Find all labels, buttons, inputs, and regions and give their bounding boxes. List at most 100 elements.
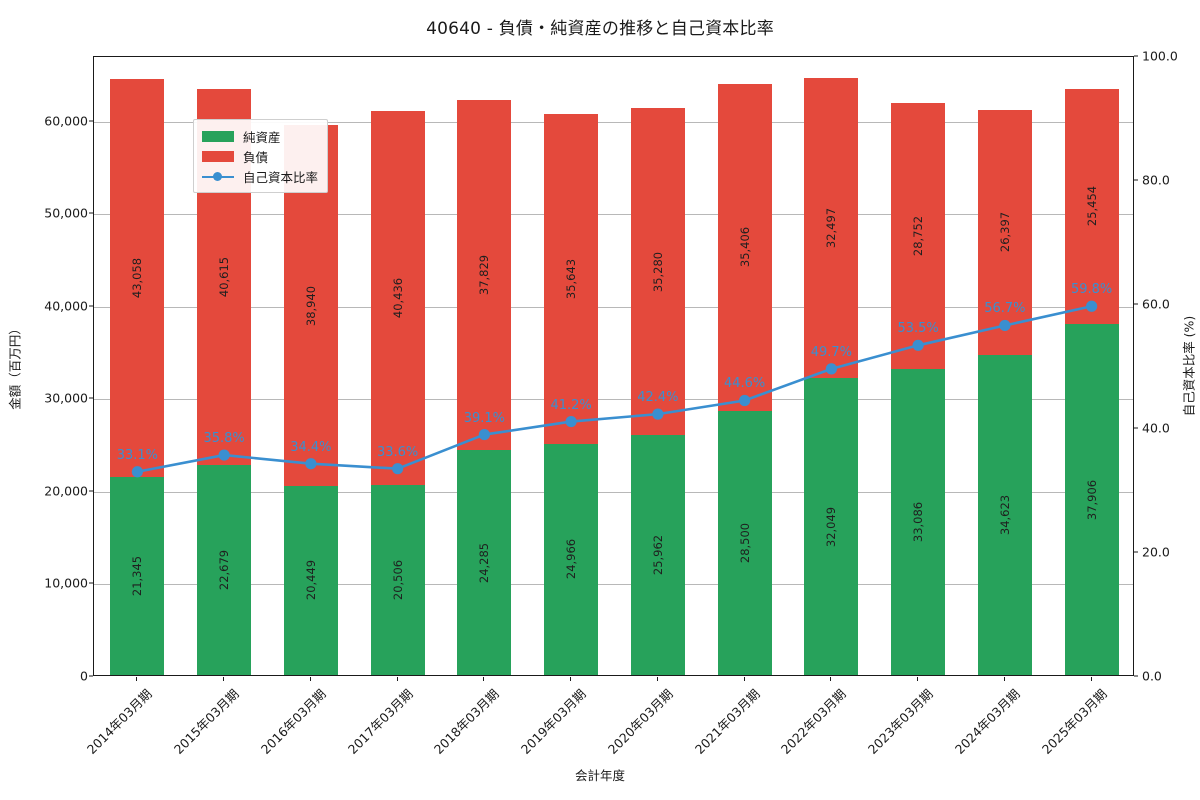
legend-item-liability[interactable]: 負債: [202, 146, 318, 166]
ratio-value-label: 59.8%: [1070, 282, 1113, 298]
legend-label-equity: 純資産: [243, 129, 281, 145]
legend-swatch-equity: [202, 130, 234, 142]
bar-value-label-equity: 24,285: [477, 542, 492, 583]
y-axis-left-tick-label: 10,000: [44, 575, 88, 591]
bar-value-label-liability: 40,436: [390, 278, 405, 319]
x-axis-tick: [136, 677, 138, 681]
bar-value-label-equity: 33,086: [911, 501, 926, 543]
chart-legend[interactable]: 純資産 負債 自己資本比率: [193, 119, 329, 193]
ratio-value-label: 33.1%: [116, 447, 159, 463]
x-axis-tick: [309, 677, 311, 681]
bar-segment-equity[interactable]: 22,679: [197, 465, 251, 675]
bar-value-label-equity: 20,449: [303, 560, 318, 601]
y-axis-left-title: 金額（百万円）: [7, 322, 23, 410]
ratio-value-label: 34.4%: [290, 439, 332, 455]
bar-stack[interactable]: 21,345 43,058: [110, 79, 165, 675]
y-axis-right-tick: [1134, 675, 1138, 677]
x-axis-title: 会計年度: [574, 768, 625, 783]
y-axis-left-tick: [89, 397, 93, 399]
y-axis-right-tick-label: 100.0: [1142, 48, 1178, 64]
bar-segment-liability[interactable]: 26,397: [977, 110, 1032, 355]
ratio-value-label: 53.5%: [897, 321, 939, 337]
y-axis-left-tick-label: 0: [80, 668, 88, 684]
ratio-value-label: 56.7%: [984, 301, 1026, 317]
x-axis-tick: [917, 677, 919, 681]
gridline: [94, 214, 1133, 216]
bar-value-label-equity: 28,500: [737, 523, 752, 564]
bar-stack[interactable]: 24,285 37,829: [457, 100, 512, 675]
x-axis-tick: [743, 677, 745, 681]
legend-item-equity[interactable]: 純資産: [202, 126, 318, 146]
ratio-value-label: 33.6%: [376, 444, 419, 460]
legend-label-liability: 負債: [243, 149, 269, 165]
x-axis-tick: [570, 677, 572, 681]
bar-segment-equity[interactable]: 25,962: [630, 434, 685, 675]
bar-stack[interactable]: 33,086 28,752: [891, 102, 945, 675]
bar-value-label-equity: 32,049: [824, 506, 839, 547]
bar-segment-liability[interactable]: 25,454: [1064, 88, 1119, 325]
gridline: [94, 491, 1133, 493]
bar-segment-equity[interactable]: 20,506: [370, 485, 425, 675]
chart-title: 40640 - 負債・純資産の推移と自己資本比率: [426, 19, 774, 39]
bar-value-label-liability: 26,397: [997, 212, 1012, 253]
ratio-value-label: 42.4%: [637, 390, 679, 406]
legend-item-ratio[interactable]: 自己資本比率: [202, 166, 318, 186]
bar-segment-equity[interactable]: 24,285: [457, 450, 512, 675]
y-axis-right-tick: [1134, 427, 1138, 429]
x-axis-tick: [830, 677, 832, 681]
ratio-value-label: 35.8%: [203, 431, 245, 447]
bar-stack[interactable]: 24,966 35,643: [544, 114, 598, 675]
bar-segment-equity[interactable]: 28,500: [717, 411, 772, 675]
bar-segment-equity[interactable]: 32,049: [804, 378, 859, 675]
legend-label-ratio: 自己資本比率: [243, 169, 319, 185]
bar-segment-equity[interactable]: 33,086: [891, 368, 945, 675]
y-axis-left-tick-label: 40,000: [44, 298, 88, 314]
y-axis-right-tick: [1134, 55, 1138, 57]
bar-segment-equity[interactable]: 21,345: [110, 477, 165, 675]
y-axis-right-tick-label: 20.0: [1142, 544, 1170, 560]
bar-segment-liability[interactable]: 35,280: [630, 108, 685, 435]
bar-value-label-equity: 34,623: [997, 494, 1012, 535]
x-axis-tick: [483, 677, 485, 681]
ratio-value-label: 41.2%: [550, 397, 592, 413]
bar-segment-liability[interactable]: 35,643: [544, 114, 598, 444]
y-axis-right-tick-label: 0.0: [1142, 668, 1162, 684]
legend-marker-ratio-line: [202, 171, 234, 182]
bar-segment-liability[interactable]: 40,436: [370, 111, 425, 486]
bar-segment-liability[interactable]: 35,406: [717, 83, 772, 412]
bar-segment-equity[interactable]: 37,906: [1064, 324, 1119, 675]
y-axis-right-tick: [1134, 303, 1138, 305]
bar-segment-equity[interactable]: 24,966: [544, 443, 598, 675]
ratio-line-path: [136, 304, 1093, 474]
bar-stack[interactable]: 20,506 40,436: [370, 111, 425, 675]
plot-area: 21,345 43,058 22,679 40,615 20,449 38,940 20,5…: [93, 56, 1134, 676]
bar-value-label-liability: 38,940: [303, 285, 318, 326]
bar-segment-liability[interactable]: 43,058: [110, 79, 165, 478]
bar-stack[interactable]: 37,906 25,454: [1064, 88, 1119, 675]
bar-stack[interactable]: 32,049 32,497: [804, 77, 859, 675]
bar-segment-liability[interactable]: 37,829: [457, 100, 512, 451]
bar-value-label-equity: 22,679: [217, 549, 232, 591]
bar-value-label-equity: 25,962: [650, 534, 665, 575]
bar-stack[interactable]: 20,449 38,940: [283, 125, 338, 675]
bar-value-label-liability: 35,643: [564, 258, 579, 300]
y-axis-right-tick-label: 60.0: [1142, 296, 1170, 312]
x-axis-tick: [1090, 677, 1092, 681]
bar-stack[interactable]: 34,623 26,397: [977, 110, 1032, 675]
bar-value-label-liability: 28,752: [911, 215, 926, 256]
y-axis-left-tick: [89, 582, 93, 584]
plot-inner: 21,345 43,058 22,679 40,615 20,449 38,940 20,5…: [94, 57, 1133, 675]
bar-segment-liability[interactable]: 32,497: [804, 77, 859, 379]
bar-value-label-equity: 21,345: [130, 556, 145, 597]
x-axis-tick: [396, 677, 398, 681]
y-axis-right-tick-label: 40.0: [1142, 420, 1170, 436]
bar-value-label-equity: 20,506: [390, 560, 405, 601]
x-axis-tick: [223, 677, 225, 681]
bar-segment-equity[interactable]: 34,623: [977, 354, 1032, 675]
y-axis-left-tick-label: 50,000: [44, 205, 88, 221]
bar-value-label-liability: 40,615: [217, 257, 232, 298]
bar-segment-equity[interactable]: 20,449: [283, 485, 338, 675]
y-axis-left-tick-label: 30,000: [44, 390, 88, 406]
x-axis-tick: [1003, 677, 1005, 681]
